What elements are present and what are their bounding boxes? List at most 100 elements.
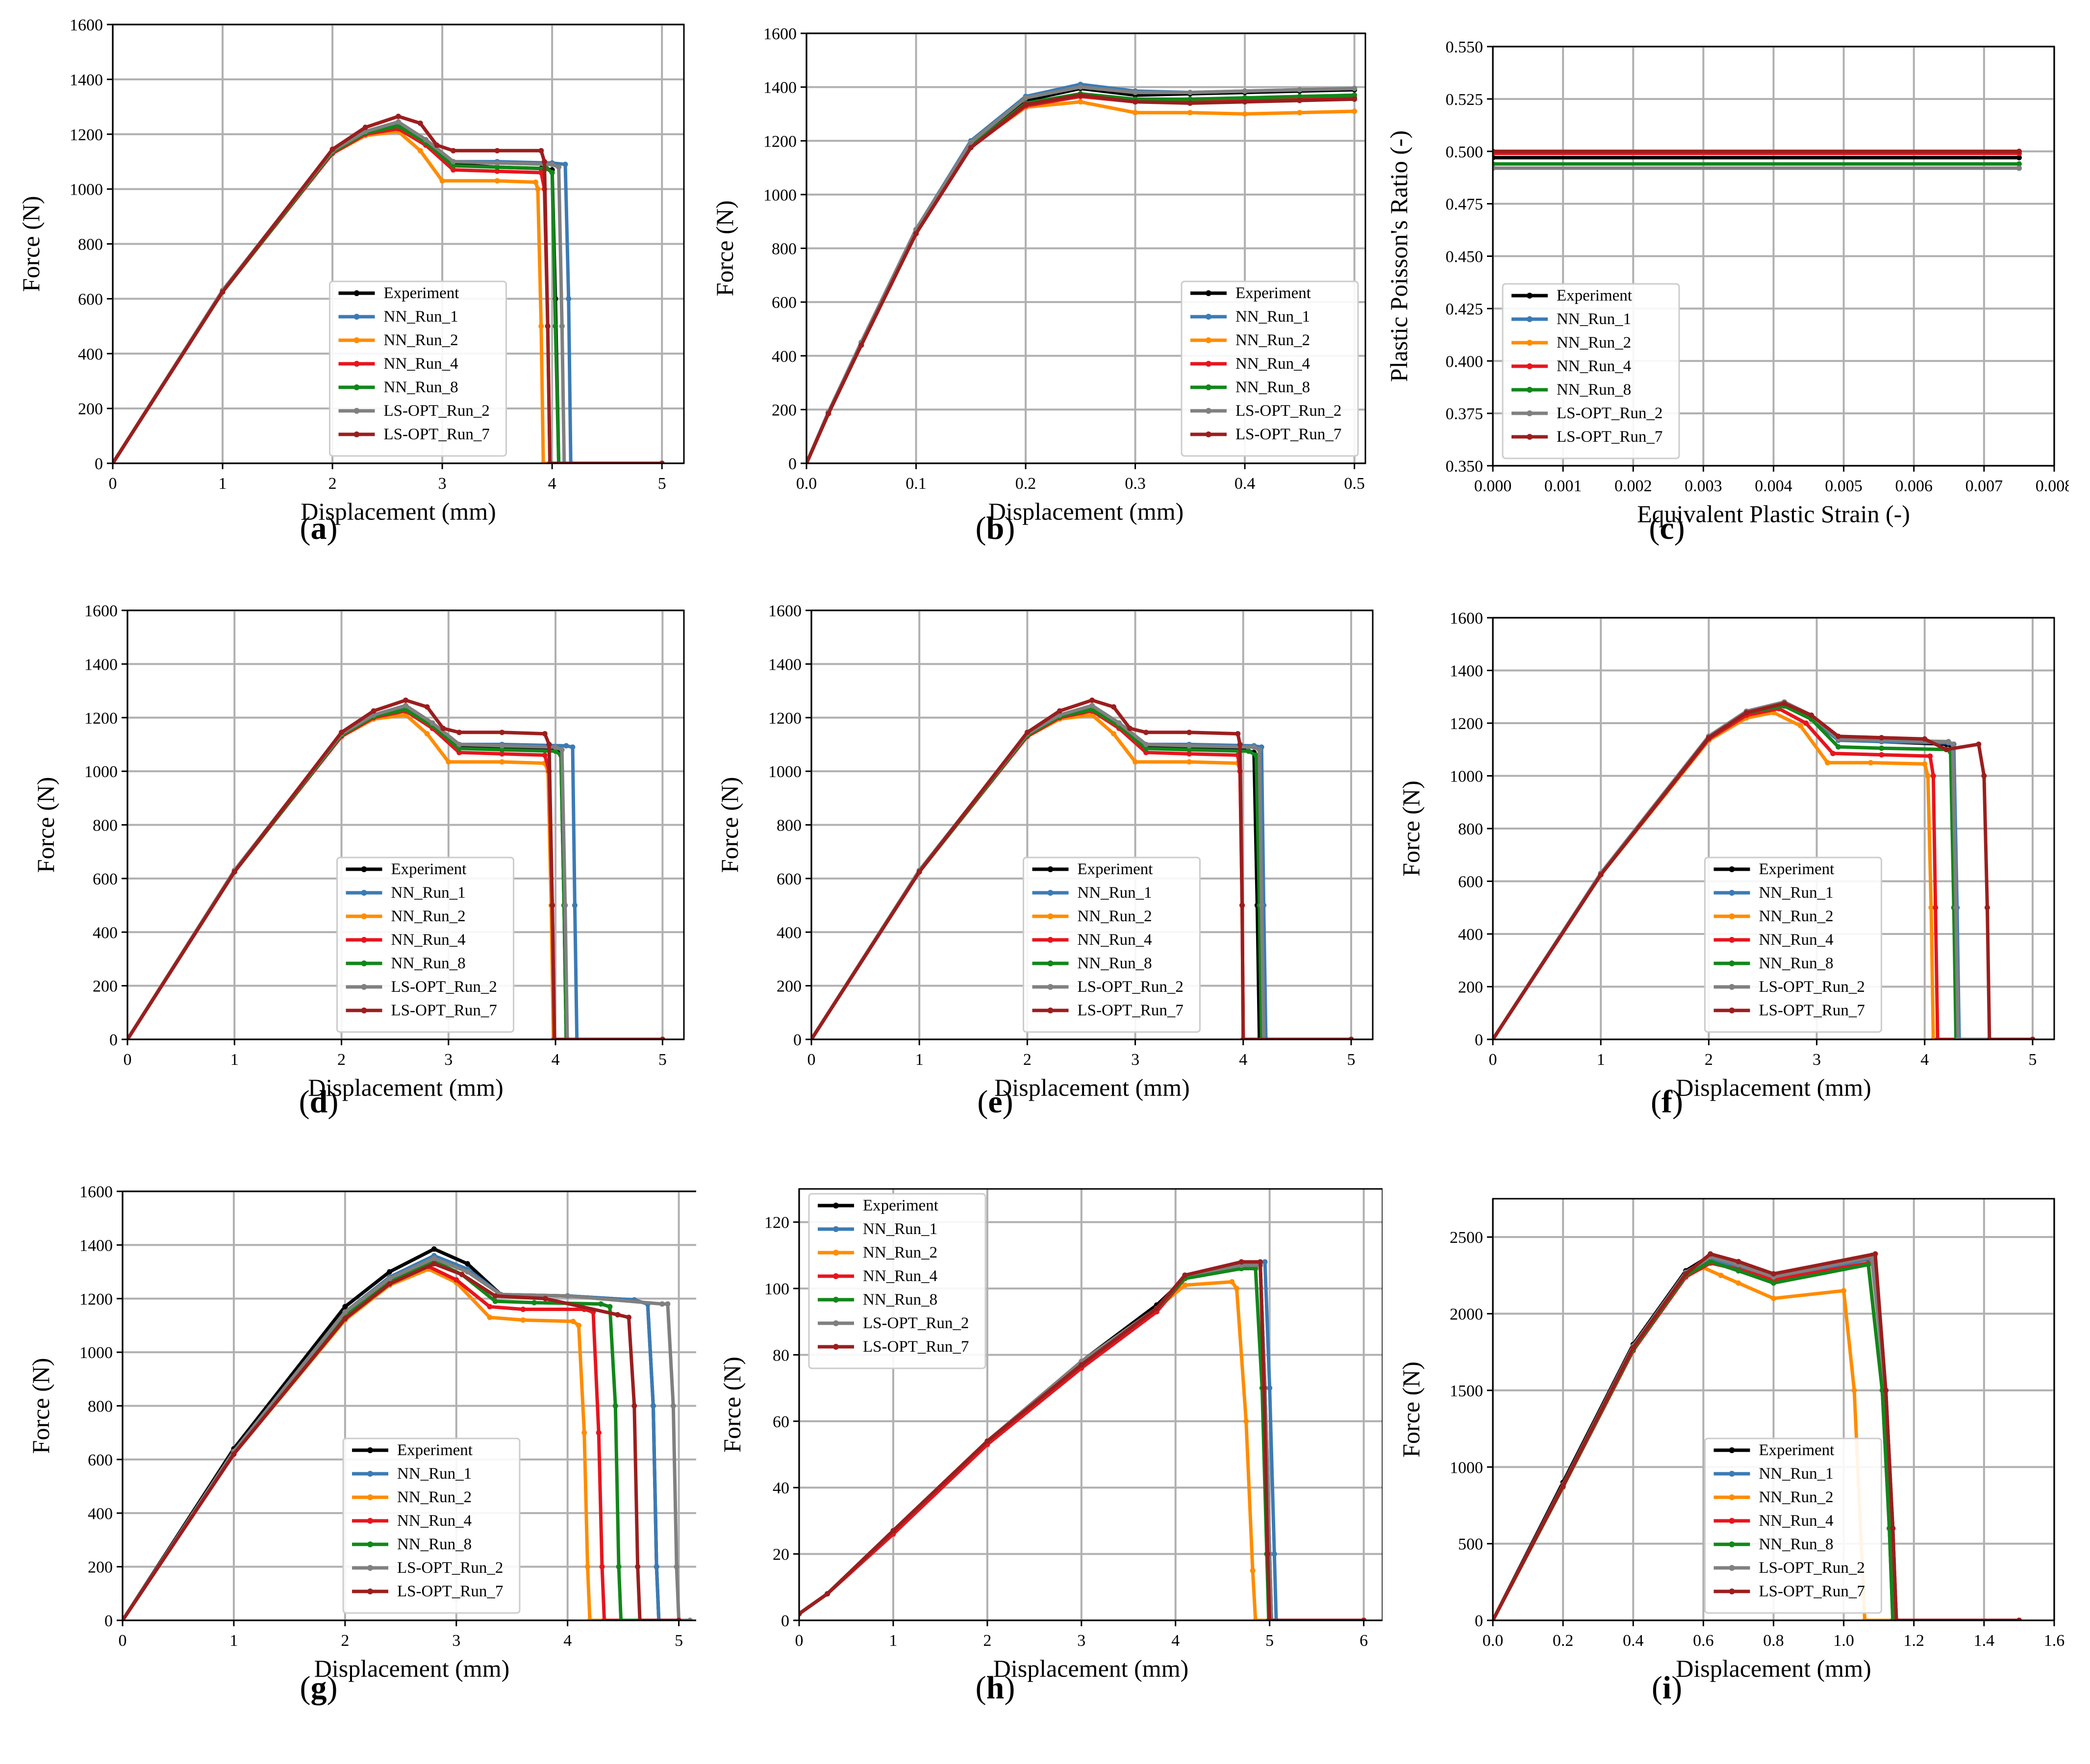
data-point (549, 170, 555, 176)
y-tick-label: 200 (777, 978, 802, 996)
legend-e: Experiment NN_Run_1 NN_Run_2 NN_Run_4 NN_Run… (1023, 857, 1201, 1033)
data-point (570, 1318, 576, 1324)
legend-marker (1729, 866, 1735, 872)
legend-label: NN_Run_8 (1759, 1536, 1834, 1553)
legend-marker (1729, 913, 1735, 919)
x-axis-e: 0 1 2 3 4 5 (807, 1039, 1355, 1069)
legend-label: LS-OPT_Run_2 (1235, 402, 1341, 420)
data-point (339, 730, 345, 735)
data-point (342, 1316, 348, 1322)
data-point (570, 744, 576, 750)
y-tick-label: 1000 (84, 763, 118, 781)
data-point (1186, 747, 1192, 753)
data-point (1251, 744, 1257, 750)
legend-label: NN_Run_8 (1759, 955, 1834, 972)
data-point (429, 720, 435, 726)
series-line-LS-OPT_Run_7 (123, 1262, 681, 1620)
x-tick-label: 5 (2028, 1051, 2037, 1069)
series-line-LS-OPT_Run_2 (123, 1257, 692, 1620)
data-point (1234, 1285, 1239, 1291)
y-axis-label: Force (N) (1397, 1361, 1425, 1458)
data-point (1265, 1551, 1271, 1557)
panel-caption-letter: h (986, 1670, 1005, 1706)
x-tick-label: 2 (328, 475, 337, 493)
y-tick-label: 600 (93, 870, 118, 888)
chart-c: 0.000 0.001 0.002 0.003 0.004 0.005 0.006 0.007… (1385, 38, 2069, 528)
data-point (984, 1438, 990, 1444)
data-point (387, 1276, 393, 1282)
legend-label: NN_Run_8 (384, 378, 458, 396)
legend-label: NN_Run_4 (1078, 931, 1152, 949)
data-point (1872, 1251, 1878, 1257)
y-axis-label: Force (N) (27, 1358, 54, 1454)
panel-caption-letter: d (309, 1084, 328, 1120)
data-point (1079, 1362, 1084, 1368)
data-point (916, 869, 922, 875)
data-point (1297, 87, 1303, 93)
data-point (1261, 1385, 1267, 1391)
data-point (451, 159, 456, 165)
x-tick-label: 0 (807, 1051, 816, 1069)
data-point (1186, 743, 1192, 749)
y-tick-label: 1200 (768, 709, 802, 728)
y-tick-label: 1200 (70, 126, 103, 144)
x-tick-label: 0.4 (1623, 1632, 1644, 1650)
legend-label: Experiment (863, 1197, 938, 1214)
y-tick-label: 200 (772, 401, 797, 419)
legend-marker (1047, 1008, 1054, 1013)
legend-label: LS-OPT_Run_7 (1235, 426, 1341, 443)
data-point (1238, 1259, 1244, 1265)
data-point (1116, 720, 1122, 726)
data-point (553, 744, 558, 750)
series-group-h (799, 1259, 1367, 1620)
x-tick-label: 5 (658, 1051, 667, 1069)
y-tick-label: 1600 (768, 602, 802, 620)
data-point (494, 148, 500, 153)
data-point (1718, 1272, 1724, 1278)
data-point (1976, 741, 1982, 747)
x-tick-label: 0.2 (1015, 475, 1036, 493)
x-tick-label: 0.002 (1614, 477, 1652, 495)
x-tick-label: 1.2 (1904, 1632, 1925, 1650)
data-point (1187, 110, 1193, 116)
data-point (1242, 88, 1248, 94)
data-point (1133, 110, 1138, 116)
data-point (1023, 95, 1029, 101)
legend-label: NN_Run_8 (1078, 955, 1152, 972)
data-point (550, 903, 555, 908)
legend-marker (1206, 431, 1211, 437)
data-point (492, 1293, 498, 1299)
legend-label: NN_Run_2 (384, 331, 458, 349)
panel-caption-letter: f (1662, 1084, 1672, 1120)
y-axis-h: 0 20 40 60 80 100 120 (764, 1214, 799, 1630)
x-tick-label: 3 (1077, 1632, 1085, 1650)
data-point (494, 168, 500, 174)
x-axis-h: 0 1 2 3 4 5 6 (795, 1620, 1368, 1650)
legend-label: NN_Run_4 (863, 1267, 937, 1285)
data-point (1883, 1387, 1889, 1393)
legend-marker (833, 1344, 839, 1350)
legend-marker (1047, 960, 1054, 966)
data-point (451, 163, 456, 169)
data-point (1186, 730, 1192, 735)
data-point (631, 1403, 637, 1409)
data-point (2016, 161, 2022, 167)
data-point (403, 703, 408, 708)
y-tick-label: 600 (777, 870, 802, 888)
legend-marker (833, 1250, 839, 1256)
legend-label: Experiment (391, 860, 467, 878)
x-tick-label: 1 (230, 1051, 239, 1069)
data-point (1143, 750, 1149, 756)
legend-marker (353, 314, 360, 320)
x-tick-label: 0.007 (1965, 477, 2003, 495)
y-tick-label: 1400 (1450, 662, 1483, 680)
y-tick-label: 1600 (1450, 609, 1483, 628)
legend-marker (1527, 387, 1533, 393)
y-tick-label: 500 (1458, 1536, 1483, 1554)
data-point (231, 1451, 237, 1457)
data-point (1841, 1288, 1847, 1294)
y-tick-label: 0 (781, 1612, 789, 1630)
legend-label: NN_Run_4 (1235, 355, 1310, 373)
x-tick-label: 0.8 (1763, 1632, 1784, 1650)
y-tick-label: 400 (777, 924, 802, 942)
